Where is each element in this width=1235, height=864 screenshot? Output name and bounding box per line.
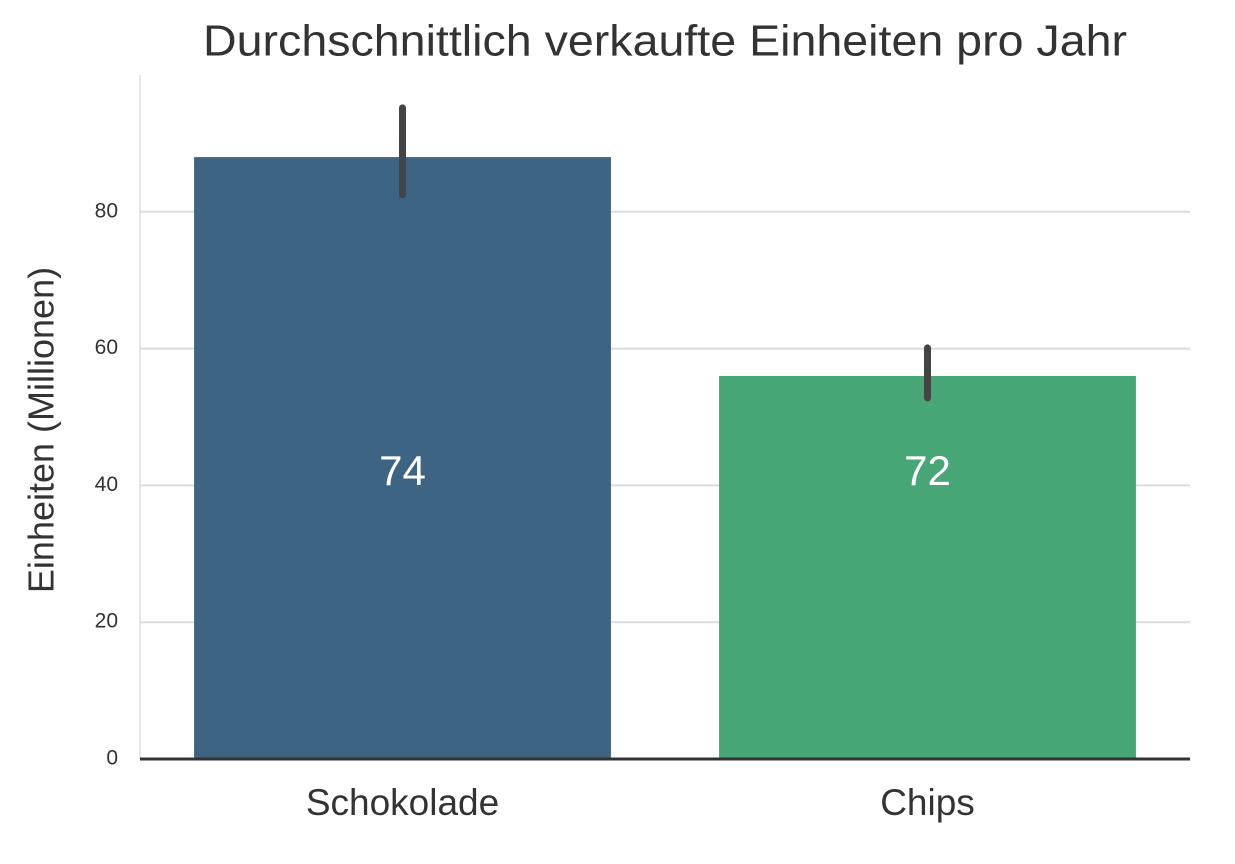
x-tick-label: Schokolade [306, 782, 499, 823]
y-tick-label: 20 [95, 610, 118, 633]
x-tick-label: Chips [880, 782, 975, 823]
bar [194, 157, 611, 759]
y-tick-label: 80 [95, 199, 118, 222]
chart-title: Durchschnittlich verkaufte Einheiten pro… [203, 17, 1127, 66]
bar-annotation: 74 [379, 447, 426, 494]
y-tick-label: 0 [106, 747, 118, 770]
y-tick-label: 40 [95, 473, 118, 496]
bar [719, 375, 1136, 759]
y-tick-label: 60 [95, 336, 118, 359]
y-axis-label: Einheiten (Millionen) [21, 267, 62, 593]
bar-annotation: 72 [904, 447, 951, 494]
